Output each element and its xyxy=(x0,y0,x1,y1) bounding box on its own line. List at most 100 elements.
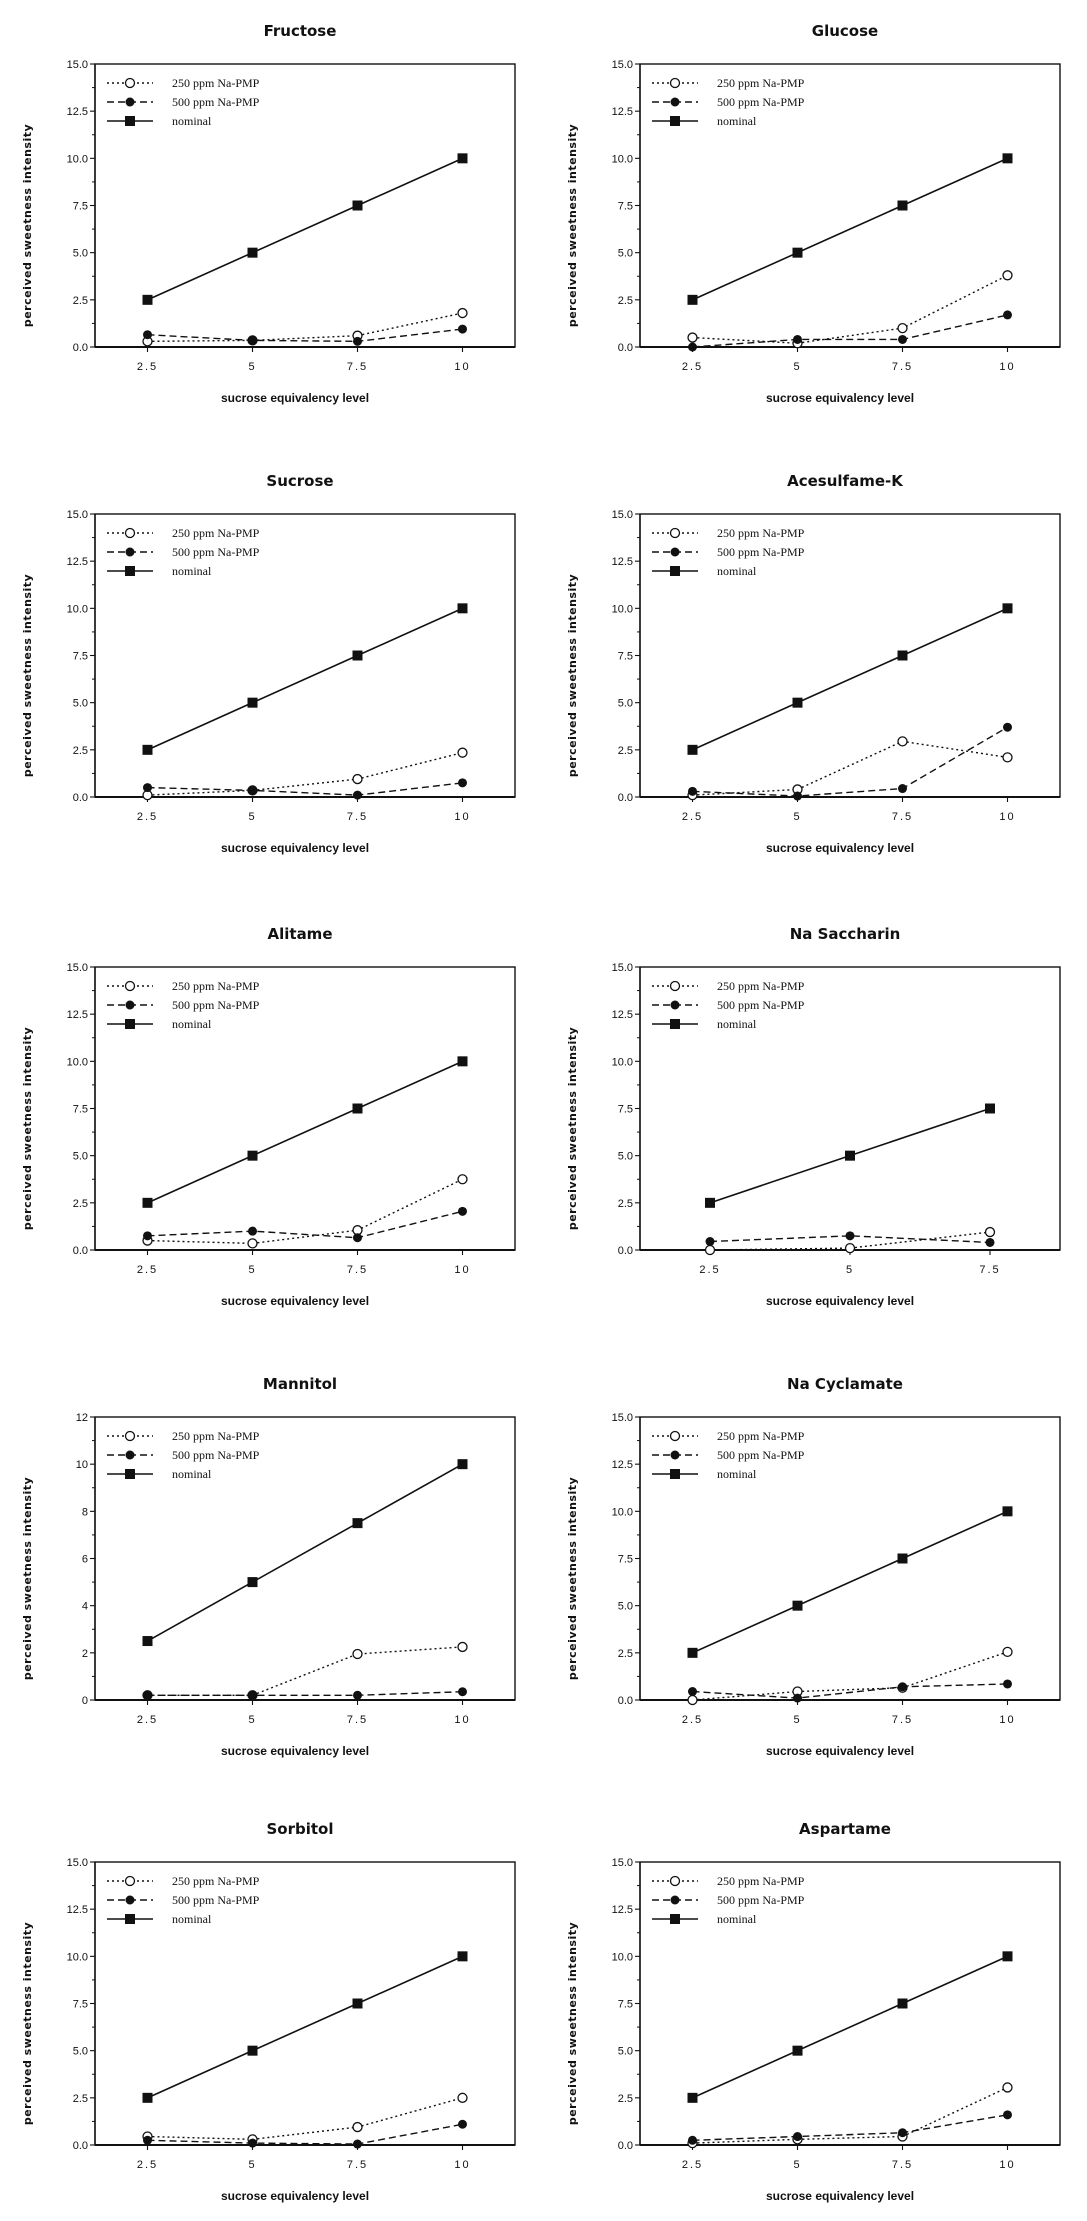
series-line xyxy=(147,328,463,343)
chart-panel: Glucose 0.0 2.5 5.0 7.5 10.0 12.5 15.0 2.5 5 7.5 10… xyxy=(566,22,1061,405)
legend-marker xyxy=(670,1000,680,1010)
legend-marker xyxy=(125,1450,135,1460)
legend-marker xyxy=(124,980,136,992)
legend-marker xyxy=(670,1450,680,1460)
data-point xyxy=(688,342,697,352)
series-line xyxy=(147,607,463,751)
x-tick-label: 10 xyxy=(999,1714,1015,1726)
data-point xyxy=(458,778,467,788)
data-point xyxy=(687,744,698,755)
data-point xyxy=(353,1690,362,1700)
series-open-circle xyxy=(142,747,468,801)
chart-title: Alitame xyxy=(268,925,333,943)
series-filled-circle xyxy=(688,722,1012,801)
x-tick-label: 10 xyxy=(999,361,1015,373)
data-point xyxy=(142,2092,153,2103)
legend-label: 500 ppm Na-PMP xyxy=(172,545,260,559)
legend-label: nominal xyxy=(172,1467,212,1481)
x-tick-label: 7.5 xyxy=(892,1714,913,1726)
data-point xyxy=(353,336,362,346)
plot-frame xyxy=(94,1416,516,1701)
y-tick-label: 12 xyxy=(76,1412,88,1424)
y-tick-label: 7.5 xyxy=(618,1554,633,1566)
legend-label: 250 ppm Na-PMP xyxy=(172,526,260,540)
data-point xyxy=(457,1641,468,1653)
data-point xyxy=(1002,153,1013,164)
data-point xyxy=(793,791,802,801)
data-point xyxy=(793,334,802,344)
y-axis-label: perceived sweetness intensity xyxy=(21,124,34,327)
data-point xyxy=(705,1197,715,1208)
y-axis-label: perceived sweetness intensity xyxy=(21,1027,34,1230)
plot-frame xyxy=(94,63,516,348)
y-tick-label: 10.0 xyxy=(612,1056,633,1068)
data-point xyxy=(352,1103,363,1114)
y-tick-label: 12.5 xyxy=(612,1459,633,1471)
data-point xyxy=(1002,752,1013,763)
data-point xyxy=(457,603,468,614)
y-tick-label: 7.5 xyxy=(618,1104,633,1116)
y-tick-label: 12.5 xyxy=(612,1904,633,1916)
y-tick-label: 2.5 xyxy=(618,1648,633,1660)
y-tick-label: 0.0 xyxy=(618,792,633,804)
legend-marker xyxy=(125,566,135,576)
legend-label: 500 ppm Na-PMP xyxy=(717,998,805,1012)
data-point xyxy=(897,736,908,747)
data-point xyxy=(1002,603,1013,614)
x-tick-label: 2.5 xyxy=(137,811,158,823)
chart-panel: Sucrose 0.0 2.5 5.0 7.5 10.0 12.5 15.0 2.5 5 7.5 10… xyxy=(21,472,516,855)
series-filled-square xyxy=(142,1459,468,1647)
x-tick-label: 7.5 xyxy=(892,361,913,373)
x-tick-label: 2.5 xyxy=(137,361,158,373)
series-line xyxy=(692,157,1008,301)
y-tick-label: 2.5 xyxy=(618,1198,633,1210)
x-tick-label: 10 xyxy=(454,811,470,823)
legend-label: 500 ppm Na-PMP xyxy=(172,1448,260,1462)
y-tick-label: 2.5 xyxy=(73,1198,88,1210)
series-line xyxy=(147,1691,463,1696)
data-point xyxy=(792,2045,803,2056)
data-point xyxy=(688,786,697,796)
y-tick-label: 10.0 xyxy=(612,1506,633,1518)
legend-label: 250 ppm Na-PMP xyxy=(717,1429,805,1443)
data-point xyxy=(688,1687,697,1697)
legend-marker xyxy=(670,547,680,557)
chart-title: Sorbitol xyxy=(266,1820,333,1838)
x-tick-label: 2.5 xyxy=(682,361,703,373)
legend-marker xyxy=(124,527,136,539)
x-tick-label: 5 xyxy=(248,2159,256,2171)
x-tick-label: 7.5 xyxy=(347,811,368,823)
x-tick-label: 2.5 xyxy=(137,2159,158,2171)
data-point xyxy=(1003,310,1012,320)
x-tick-label: 10 xyxy=(454,2159,470,2171)
series-open-circle xyxy=(142,2092,468,2145)
x-tick-label: 10 xyxy=(454,1264,470,1276)
legend-label: nominal xyxy=(172,114,212,128)
data-point xyxy=(142,1636,153,1647)
chart-title: Na Cyclamate xyxy=(787,1375,903,1393)
data-point xyxy=(1003,2110,1012,2120)
data-point xyxy=(792,1600,803,1611)
series-line xyxy=(709,1235,991,1244)
series-line xyxy=(147,1210,463,1239)
data-point xyxy=(792,247,803,258)
series-filled-square xyxy=(142,153,468,305)
data-point xyxy=(457,1951,468,1962)
x-axis-label: sucrose equivalency level xyxy=(221,391,369,405)
legend-marker xyxy=(670,116,680,126)
legend-marker xyxy=(125,97,135,107)
y-tick-label: 7.5 xyxy=(73,201,88,213)
y-tick-label: 2.5 xyxy=(73,2093,88,2105)
series-line xyxy=(147,1060,463,1204)
legend-label: 250 ppm Na-PMP xyxy=(172,979,260,993)
chart-title: Sucrose xyxy=(266,472,333,490)
series-line xyxy=(147,2097,463,2141)
data-point xyxy=(898,784,907,794)
data-point xyxy=(248,1690,257,1700)
y-axis-label: perceived sweetness intensity xyxy=(566,1477,579,1680)
y-tick-label: 10.0 xyxy=(612,603,633,615)
data-point xyxy=(457,2092,468,2103)
x-tick-label: 2.5 xyxy=(137,1714,158,1726)
y-axis-label: perceived sweetness intensity xyxy=(21,574,34,777)
